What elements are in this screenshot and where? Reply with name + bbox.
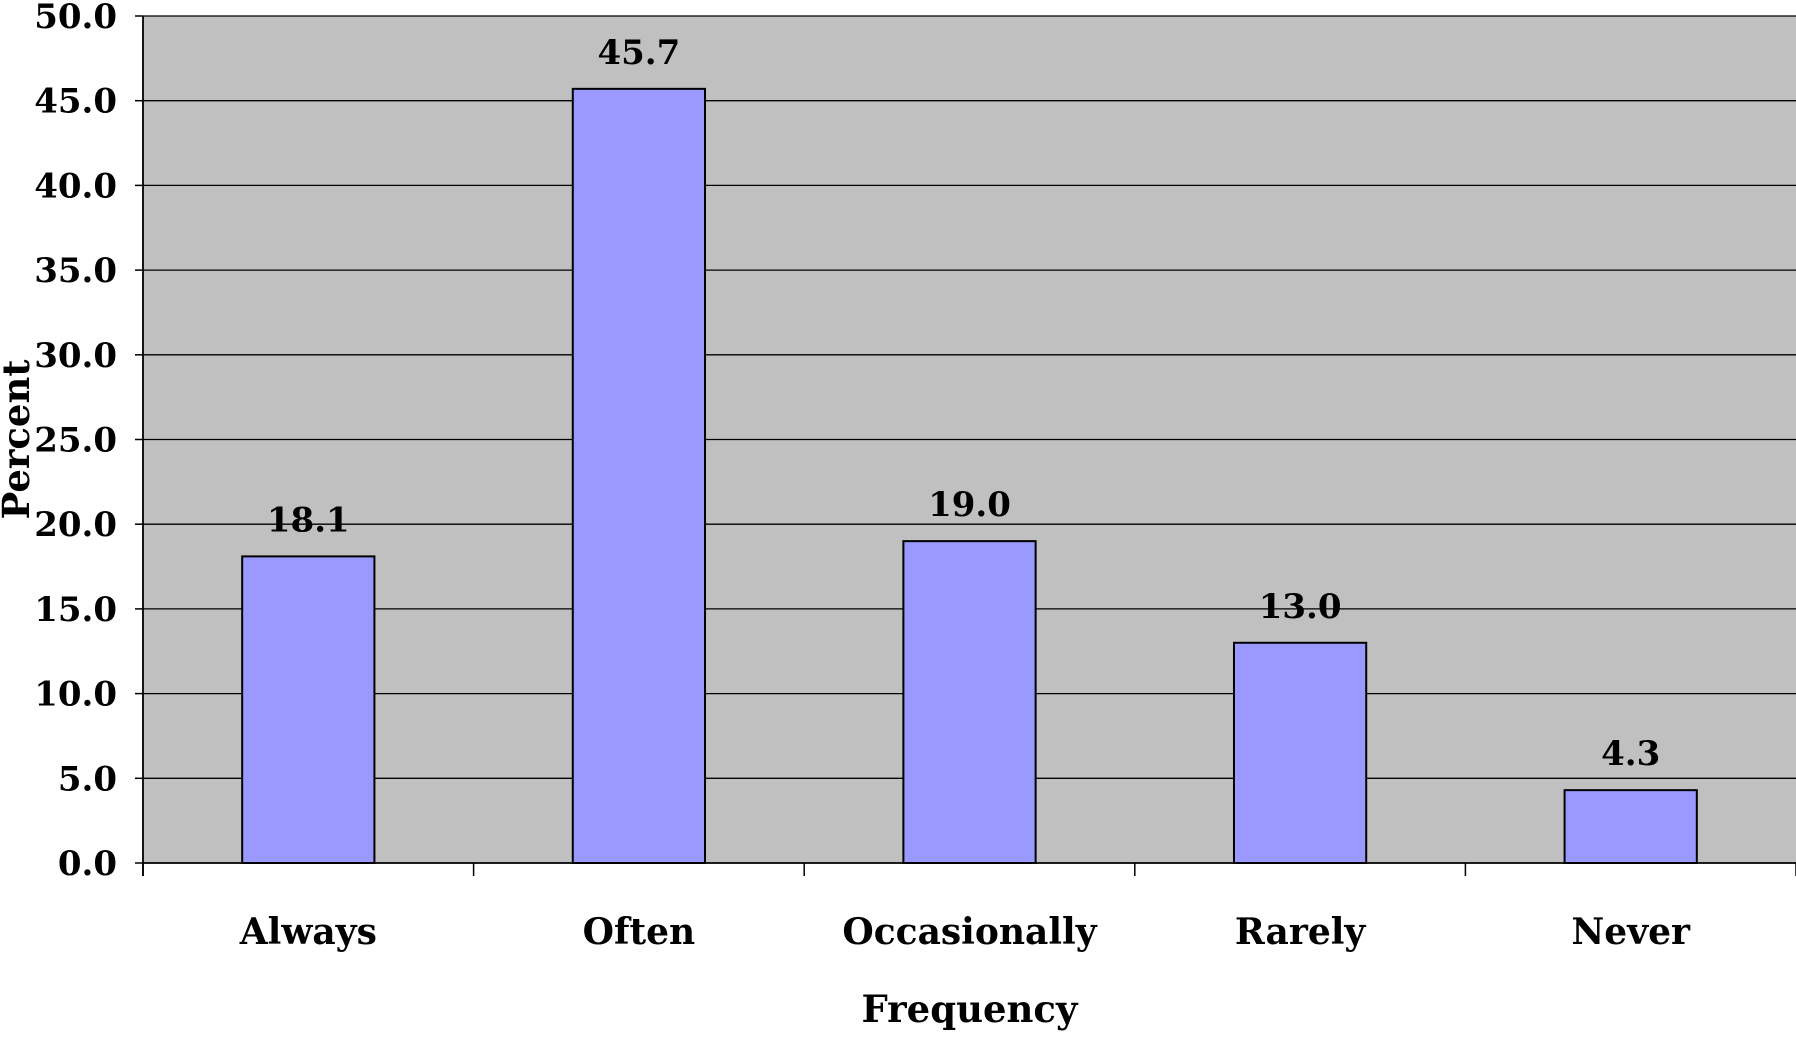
bar-rarely bbox=[1232, 641, 1368, 865]
data-label: 4.3 bbox=[1601, 734, 1660, 774]
y-tick-label: 35.0 bbox=[34, 251, 117, 291]
y-tick-label: 40.0 bbox=[34, 166, 117, 206]
x-category-label: Never bbox=[1571, 911, 1691, 953]
y-axis-title: Percent bbox=[0, 360, 38, 520]
data-label: 18.1 bbox=[267, 500, 350, 540]
y-tick-label: 10.0 bbox=[34, 675, 117, 715]
data-label: 13.0 bbox=[1259, 587, 1342, 627]
y-tick-label: 25.0 bbox=[34, 421, 117, 461]
x-category-label: Rarely bbox=[1235, 911, 1367, 953]
x-category-label: Always bbox=[239, 911, 377, 953]
y-tick-label: 15.0 bbox=[34, 590, 117, 630]
bars bbox=[241, 87, 1698, 865]
bar-never bbox=[1563, 789, 1698, 865]
y-tick-label: 45.0 bbox=[34, 82, 117, 122]
bar-always bbox=[241, 555, 376, 864]
axes bbox=[142, 16, 1796, 876]
y-tick-label: 20.0 bbox=[34, 505, 117, 545]
bar-occasionally bbox=[902, 540, 1037, 864]
bar-often bbox=[571, 87, 707, 865]
x-category-labels: Always Often Occasionally Rarely Never bbox=[239, 911, 1691, 953]
y-tick-label: 0.0 bbox=[58, 844, 117, 884]
x-category-label: Often bbox=[583, 911, 696, 953]
data-label: 45.7 bbox=[597, 33, 680, 73]
x-axis-title: Frequency bbox=[862, 987, 1079, 1031]
y-tick-label: 5.0 bbox=[58, 759, 117, 799]
x-category-label: Occasionally bbox=[842, 911, 1097, 953]
data-labels: 18.1 45.7 19.0 13.0 4.3 bbox=[267, 33, 1660, 774]
data-label: 19.0 bbox=[928, 485, 1011, 525]
y-tick-label: 50.0 bbox=[34, 0, 117, 37]
y-tick-label: 30.0 bbox=[34, 336, 117, 376]
y-tick-labels: 0.0 5.0 10.0 15.0 20.0 25.0 30.0 35.0 40.0 45.0 50… bbox=[34, 0, 117, 884]
